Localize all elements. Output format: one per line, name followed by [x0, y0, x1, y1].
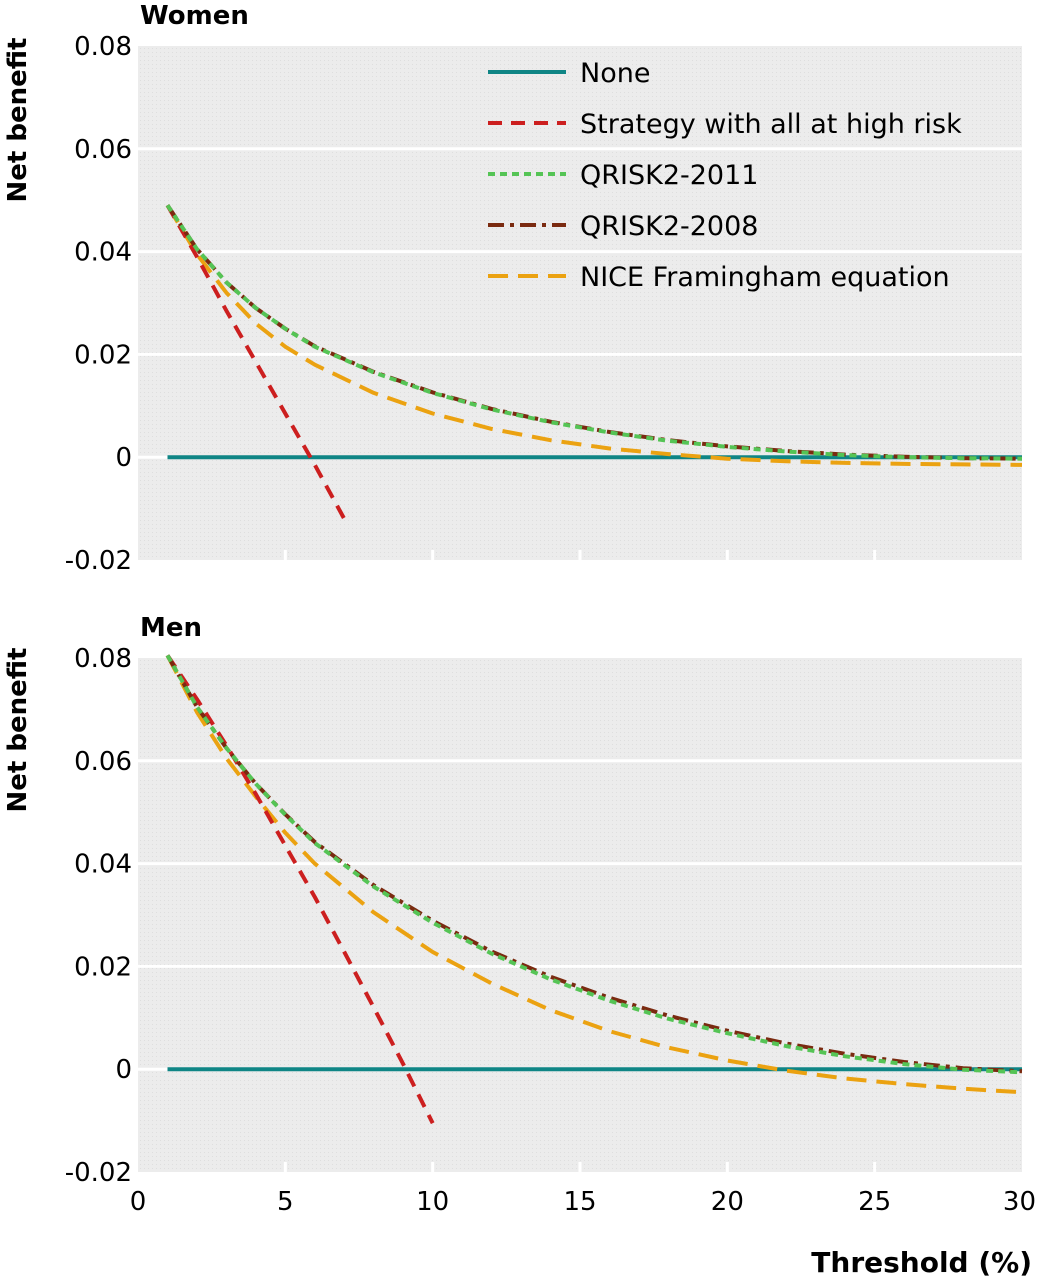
x-tick-label: 10 — [416, 1187, 449, 1217]
legend-label-nice: NICE Framingham equation — [580, 262, 950, 293]
women-plot-area — [138, 46, 1022, 560]
x-tick-label: 15 — [563, 1187, 596, 1217]
y-tick-label: -0.02 — [65, 546, 132, 576]
x-tick-label: 5 — [277, 1187, 294, 1217]
x-axis-label: Threshold (%) — [811, 1246, 1032, 1279]
y-tick-label: 0 — [115, 443, 132, 473]
series-line-q2011 — [165, 654, 1023, 1075]
y-tick-label: 0.04 — [74, 238, 132, 268]
legend: None Strategy with all at high risk QRISK2… — [488, 58, 962, 293]
men-panel-title: Men — [140, 613, 202, 643]
x-tick-label: 30 — [1003, 1187, 1036, 1217]
series-line-nice — [165, 654, 1023, 1095]
y-tick-label: -0.02 — [65, 1158, 132, 1188]
y-tick-label: 0.04 — [74, 850, 132, 880]
series-line-all — [165, 654, 435, 1125]
y-tick-label: 0.06 — [74, 135, 132, 165]
y-tick-label: 0.02 — [74, 952, 132, 982]
women-panel: 0.08 0.06 0.04 0.02 0 -0.02 Women Net benefit — [3, 1, 1023, 576]
men-plot-area — [138, 658, 1022, 1172]
x-tick-label: 20 — [711, 1187, 744, 1217]
men-y-ticks: 0.08 0.06 0.04 0.02 0 -0.02 — [65, 644, 132, 1188]
men-y-axis-label: Net benefit — [3, 648, 33, 813]
series-line-nice — [165, 204, 1023, 467]
legend-label-q2008: QRISK2-2008 — [580, 211, 758, 242]
y-tick-label: 0.08 — [74, 32, 132, 62]
y-tick-label: 0.08 — [74, 644, 132, 674]
men-series — [165, 654, 1023, 1125]
series-line-all — [165, 204, 347, 520]
men-x-ticks: 0 5 10 15 20 25 30 — [130, 1187, 1036, 1217]
y-tick-label: 0.02 — [74, 340, 132, 370]
series-line-q2011 — [165, 204, 1023, 461]
legend-label-all: Strategy with all at high risk — [580, 109, 962, 140]
women-y-axis-label: Net benefit — [3, 38, 33, 203]
x-tick-label: 0 — [130, 1187, 147, 1217]
y-tick-label: 0.06 — [74, 747, 132, 777]
women-y-ticks: 0.08 0.06 0.04 0.02 0 -0.02 — [65, 32, 132, 576]
legend-label-q2011: QRISK2-2011 — [580, 160, 758, 191]
women-panel-title: Women — [140, 1, 249, 31]
legend-label-none: None — [580, 58, 650, 89]
y-tick-label: 0 — [115, 1055, 132, 1085]
men-panel: 0.080.060.040.020-0.02 0 5 10 15 20 25 30 Men … — [3, 613, 1036, 1217]
x-tick-label: 25 — [858, 1187, 891, 1217]
women-series — [165, 204, 1023, 520]
